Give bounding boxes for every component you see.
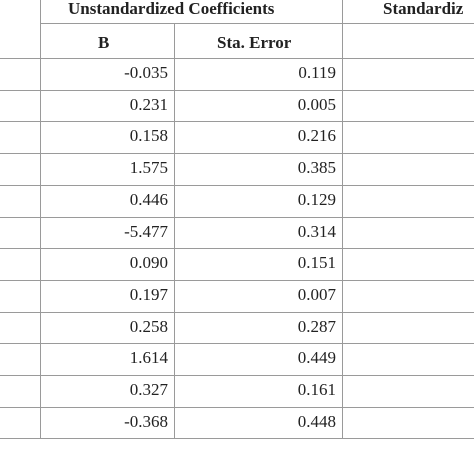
cell-b: 0.231 [129, 94, 168, 114]
header-unstandardized-coefficients: Unstandardized Coefficients [68, 0, 275, 18]
cell-b: 0.158 [129, 126, 168, 146]
cell-b: 1.575 [129, 158, 168, 178]
row-divider [0, 312, 474, 313]
column-header-std-error: Sta. Error [217, 33, 292, 52]
cell-b: 0.258 [129, 316, 168, 336]
row-divider [0, 280, 474, 281]
cell-std-error: 0.216 [297, 126, 336, 146]
table-left-border [40, 0, 41, 438]
cell-std-error: 0.007 [297, 284, 336, 304]
header-bottom-rule [0, 58, 474, 59]
row-divider [0, 438, 474, 439]
row-divider [0, 407, 474, 408]
row-divider [0, 185, 474, 186]
cell-b: -0.035 [124, 63, 168, 82]
cell-std-error: 0.448 [297, 411, 336, 431]
header-standardized-coefficients: Standardiz [383, 0, 464, 18]
cell-std-error: 0.287 [297, 316, 336, 336]
cell-std-error: 0.385 [297, 158, 336, 178]
cell-std-error: 0.314 [297, 221, 336, 241]
row-divider [0, 217, 474, 218]
cell-b: 0.446 [129, 189, 168, 209]
cell-b: -5.477 [124, 221, 168, 241]
cell-b: -0.368 [124, 411, 168, 431]
row-divider [0, 375, 474, 376]
cell-std-error: 0.151 [297, 253, 336, 273]
cell-std-error: 0.449 [297, 348, 336, 368]
row-divider [0, 121, 474, 122]
cell-std-error: 0.129 [297, 189, 336, 209]
cell-std-error: 0.161 [297, 380, 336, 399]
column-divider-se-std [342, 0, 343, 438]
header-divider [40, 23, 474, 24]
cell-std-error: 0.119 [298, 63, 336, 82]
cell-b: 0.327 [129, 380, 168, 399]
row-divider [0, 343, 474, 344]
cell-b: 0.090 [129, 253, 168, 273]
row-divider [0, 248, 474, 249]
column-divider-b-se [174, 24, 175, 438]
column-header-b: B [98, 33, 110, 52]
cell-std-error: 0.005 [297, 94, 336, 114]
row-divider [0, 153, 474, 154]
row-divider [0, 90, 474, 91]
cell-b: 1.614 [129, 348, 168, 368]
cell-b: 0.197 [129, 284, 168, 304]
